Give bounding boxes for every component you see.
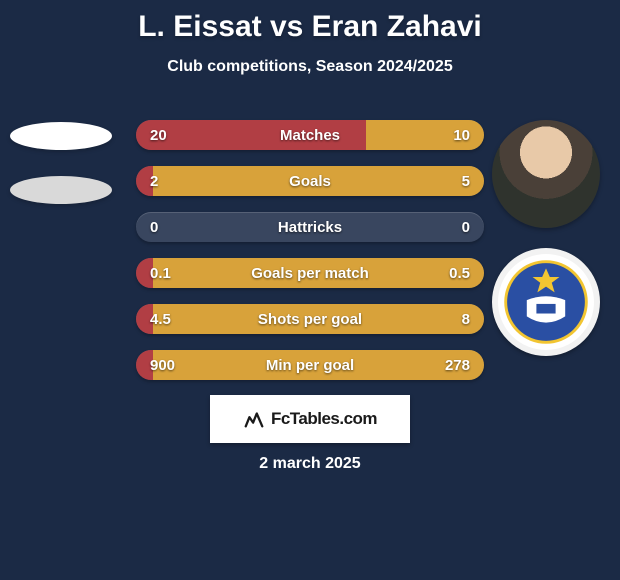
stat-value-left: 4.5 bbox=[150, 311, 171, 328]
stat-row: 900 Min per goal 278 bbox=[136, 350, 484, 380]
player1-avatar-placeholder bbox=[10, 122, 112, 150]
page-title: L. Eissat vs Eran Zahavi bbox=[0, 0, 620, 44]
stat-value-right: 5 bbox=[462, 173, 470, 190]
stat-value-right: 278 bbox=[445, 357, 470, 374]
branding-logo-icon bbox=[243, 408, 265, 430]
branding-badge: FcTables.com bbox=[210, 395, 410, 443]
stat-value-right: 8 bbox=[462, 311, 470, 328]
stat-value-left: 0 bbox=[150, 219, 158, 236]
stat-metric-label: Hattricks bbox=[278, 219, 342, 236]
stat-metric-label: Goals bbox=[289, 173, 331, 190]
title-vs: vs bbox=[262, 10, 312, 43]
stat-value-left: 20 bbox=[150, 127, 167, 144]
comparison-card: L. Eissat vs Eran Zahavi Club competitio… bbox=[0, 0, 620, 580]
stat-row: 2 Goals 5 bbox=[136, 166, 484, 196]
stat-value-left: 0.1 bbox=[150, 265, 171, 282]
player2-avatar bbox=[492, 120, 600, 228]
stat-value-left: 2 bbox=[150, 173, 158, 190]
date-text: 2 march 2025 bbox=[0, 455, 620, 473]
comparison-bars: 20 Matches 10 2 Goals 5 0 Hattricks 0 0.1 Goals pe… bbox=[136, 120, 484, 396]
subtitle: Club competitions, Season 2024/2025 bbox=[0, 58, 620, 76]
stat-metric-label: Min per goal bbox=[266, 357, 354, 374]
player1-club-placeholder bbox=[10, 176, 112, 204]
stat-value-right: 0 bbox=[462, 219, 470, 236]
stat-row: 0 Hattricks 0 bbox=[136, 212, 484, 242]
title-player1: L. Eissat bbox=[138, 10, 261, 43]
branding-text: FcTables.com bbox=[271, 409, 377, 429]
player2-club-badge bbox=[492, 248, 600, 356]
stat-value-right: 0.5 bbox=[449, 265, 470, 282]
title-player2: Eran Zahavi bbox=[312, 10, 482, 43]
stat-row: 0.1 Goals per match 0.5 bbox=[136, 258, 484, 288]
stat-value-right: 10 bbox=[453, 127, 470, 144]
stat-value-left: 900 bbox=[150, 357, 175, 374]
stat-metric-label: Goals per match bbox=[251, 265, 369, 282]
stat-metric-label: Shots per goal bbox=[258, 311, 362, 328]
stat-row: 4.5 Shots per goal 8 bbox=[136, 304, 484, 334]
stat-metric-label: Matches bbox=[280, 127, 340, 144]
stat-row: 20 Matches 10 bbox=[136, 120, 484, 150]
